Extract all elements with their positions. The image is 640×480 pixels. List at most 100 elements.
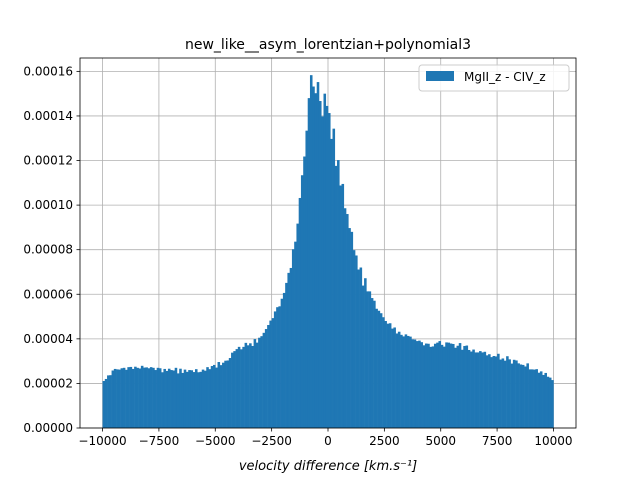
- histogram-bar: [391, 328, 394, 428]
- legend: MgII_z - CIV_z: [418, 64, 570, 92]
- histogram-bar: [192, 372, 196, 428]
- histogram-bar: [366, 291, 369, 428]
- histogram-bar: [499, 359, 502, 428]
- histogram-bar: [147, 368, 151, 428]
- histogram-bar: [350, 231, 354, 428]
- histogram-bar: [483, 351, 487, 428]
- histogram-bar: [440, 344, 444, 428]
- histogram-bar: [377, 310, 381, 428]
- histogram-bar: [287, 272, 290, 428]
- histogram-bar: [449, 343, 453, 428]
- legend-box: [418, 64, 570, 92]
- histogram-bar: [339, 185, 342, 428]
- histogram-bar: [544, 372, 547, 428]
- histogram-bar: [472, 349, 475, 428]
- histogram-bar: [285, 282, 288, 428]
- histogram-bar: [298, 197, 302, 428]
- histogram-bar: [519, 364, 523, 428]
- histogram-bar: [318, 101, 322, 429]
- histogram-bar: [465, 345, 469, 428]
- histogram-bar: [510, 363, 514, 428]
- histogram-bar: [447, 342, 451, 428]
- histogram-bar: [515, 360, 518, 428]
- histogram-bar: [136, 367, 139, 428]
- histogram-bar: [204, 370, 207, 428]
- histogram-bar: [309, 75, 313, 428]
- histogram-bar: [348, 228, 351, 428]
- histogram-bar: [330, 138, 333, 428]
- histogram-bar: [122, 367, 126, 428]
- histogram-bar: [210, 366, 214, 428]
- histogram-bar: [118, 369, 121, 428]
- histogram-bar: [183, 369, 187, 428]
- histogram-bar: [170, 370, 173, 428]
- histogram-bar: [152, 367, 155, 428]
- histogram-bar: [467, 349, 471, 428]
- histogram-bar: [508, 359, 511, 428]
- histogram-bar: [346, 214, 349, 428]
- histogram-bar: [433, 343, 437, 428]
- histogram-bar: [167, 368, 171, 428]
- histogram-bar: [217, 362, 221, 428]
- histogram-bar: [429, 346, 433, 428]
- x-tick-label: 0: [324, 434, 332, 448]
- histogram-bar: [546, 376, 550, 428]
- histogram-bar: [418, 340, 421, 428]
- histogram-bar: [395, 333, 399, 428]
- y-tick-label: 0.00008: [23, 243, 73, 257]
- histogram-bar: [359, 267, 363, 428]
- histogram-bar: [258, 337, 261, 428]
- histogram-bar: [158, 368, 162, 428]
- histogram-bar: [524, 366, 527, 428]
- histogram-bar: [492, 356, 496, 428]
- histogram-bar: [199, 371, 203, 428]
- histogram-bar: [481, 352, 484, 428]
- histogram-bar: [461, 349, 464, 428]
- histogram-bar: [194, 369, 198, 428]
- histogram-bar: [521, 364, 525, 428]
- histogram-bar: [388, 323, 392, 428]
- histogram-bar: [539, 371, 543, 428]
- histogram-bars: [102, 75, 554, 429]
- histogram-bar: [163, 368, 166, 428]
- histogram-bar: [224, 360, 227, 428]
- histogram-bar: [143, 367, 146, 428]
- chart-title: new_like__asym_lorentzian+polynomial3: [185, 37, 471, 53]
- histogram-bar: [291, 249, 295, 428]
- histogram-bar: [415, 341, 419, 428]
- histogram-bar: [420, 342, 423, 428]
- x-axis-ticks: −10000 −7500 −5000 −2500 0 2500 5000 7500 10000: [78, 428, 573, 448]
- histogram-bar: [312, 86, 315, 428]
- histogram-bar: [233, 351, 236, 428]
- histogram-bar: [249, 343, 252, 428]
- x-tick-label: −5000: [195, 434, 236, 448]
- histogram-bar: [494, 356, 498, 428]
- histogram-bar: [382, 317, 385, 428]
- histogram-bar: [530, 369, 534, 428]
- histogram-bar: [244, 342, 248, 428]
- histogram-bar: [113, 368, 117, 428]
- histogram-bar: [370, 298, 374, 428]
- y-axis-ticks: 0.00000 0.00002 0.00004 0.00006 0.00008 0.000…: [23, 64, 80, 435]
- histogram-bar: [260, 336, 263, 428]
- histogram-bar: [470, 351, 473, 428]
- x-tick-label: 5000: [425, 434, 456, 448]
- histogram-bar: [201, 369, 205, 428]
- histogram-bar: [246, 345, 250, 428]
- histogram-bar: [129, 366, 133, 428]
- histogram-bar: [305, 130, 309, 428]
- histogram-bar: [490, 357, 493, 428]
- histogram-bar: [404, 334, 408, 428]
- histogram-bar: [343, 208, 347, 428]
- histogram-bar: [269, 320, 272, 428]
- histogram-bar: [316, 82, 320, 428]
- histogram-bar: [542, 374, 545, 428]
- histogram-bar: [125, 369, 128, 428]
- histogram-bar: [406, 335, 410, 428]
- histogram-bar: [501, 358, 505, 428]
- histogram-bar: [361, 285, 365, 428]
- x-tick-label: 7500: [482, 434, 513, 448]
- histogram-bar: [253, 339, 257, 428]
- histogram-bar: [402, 336, 405, 428]
